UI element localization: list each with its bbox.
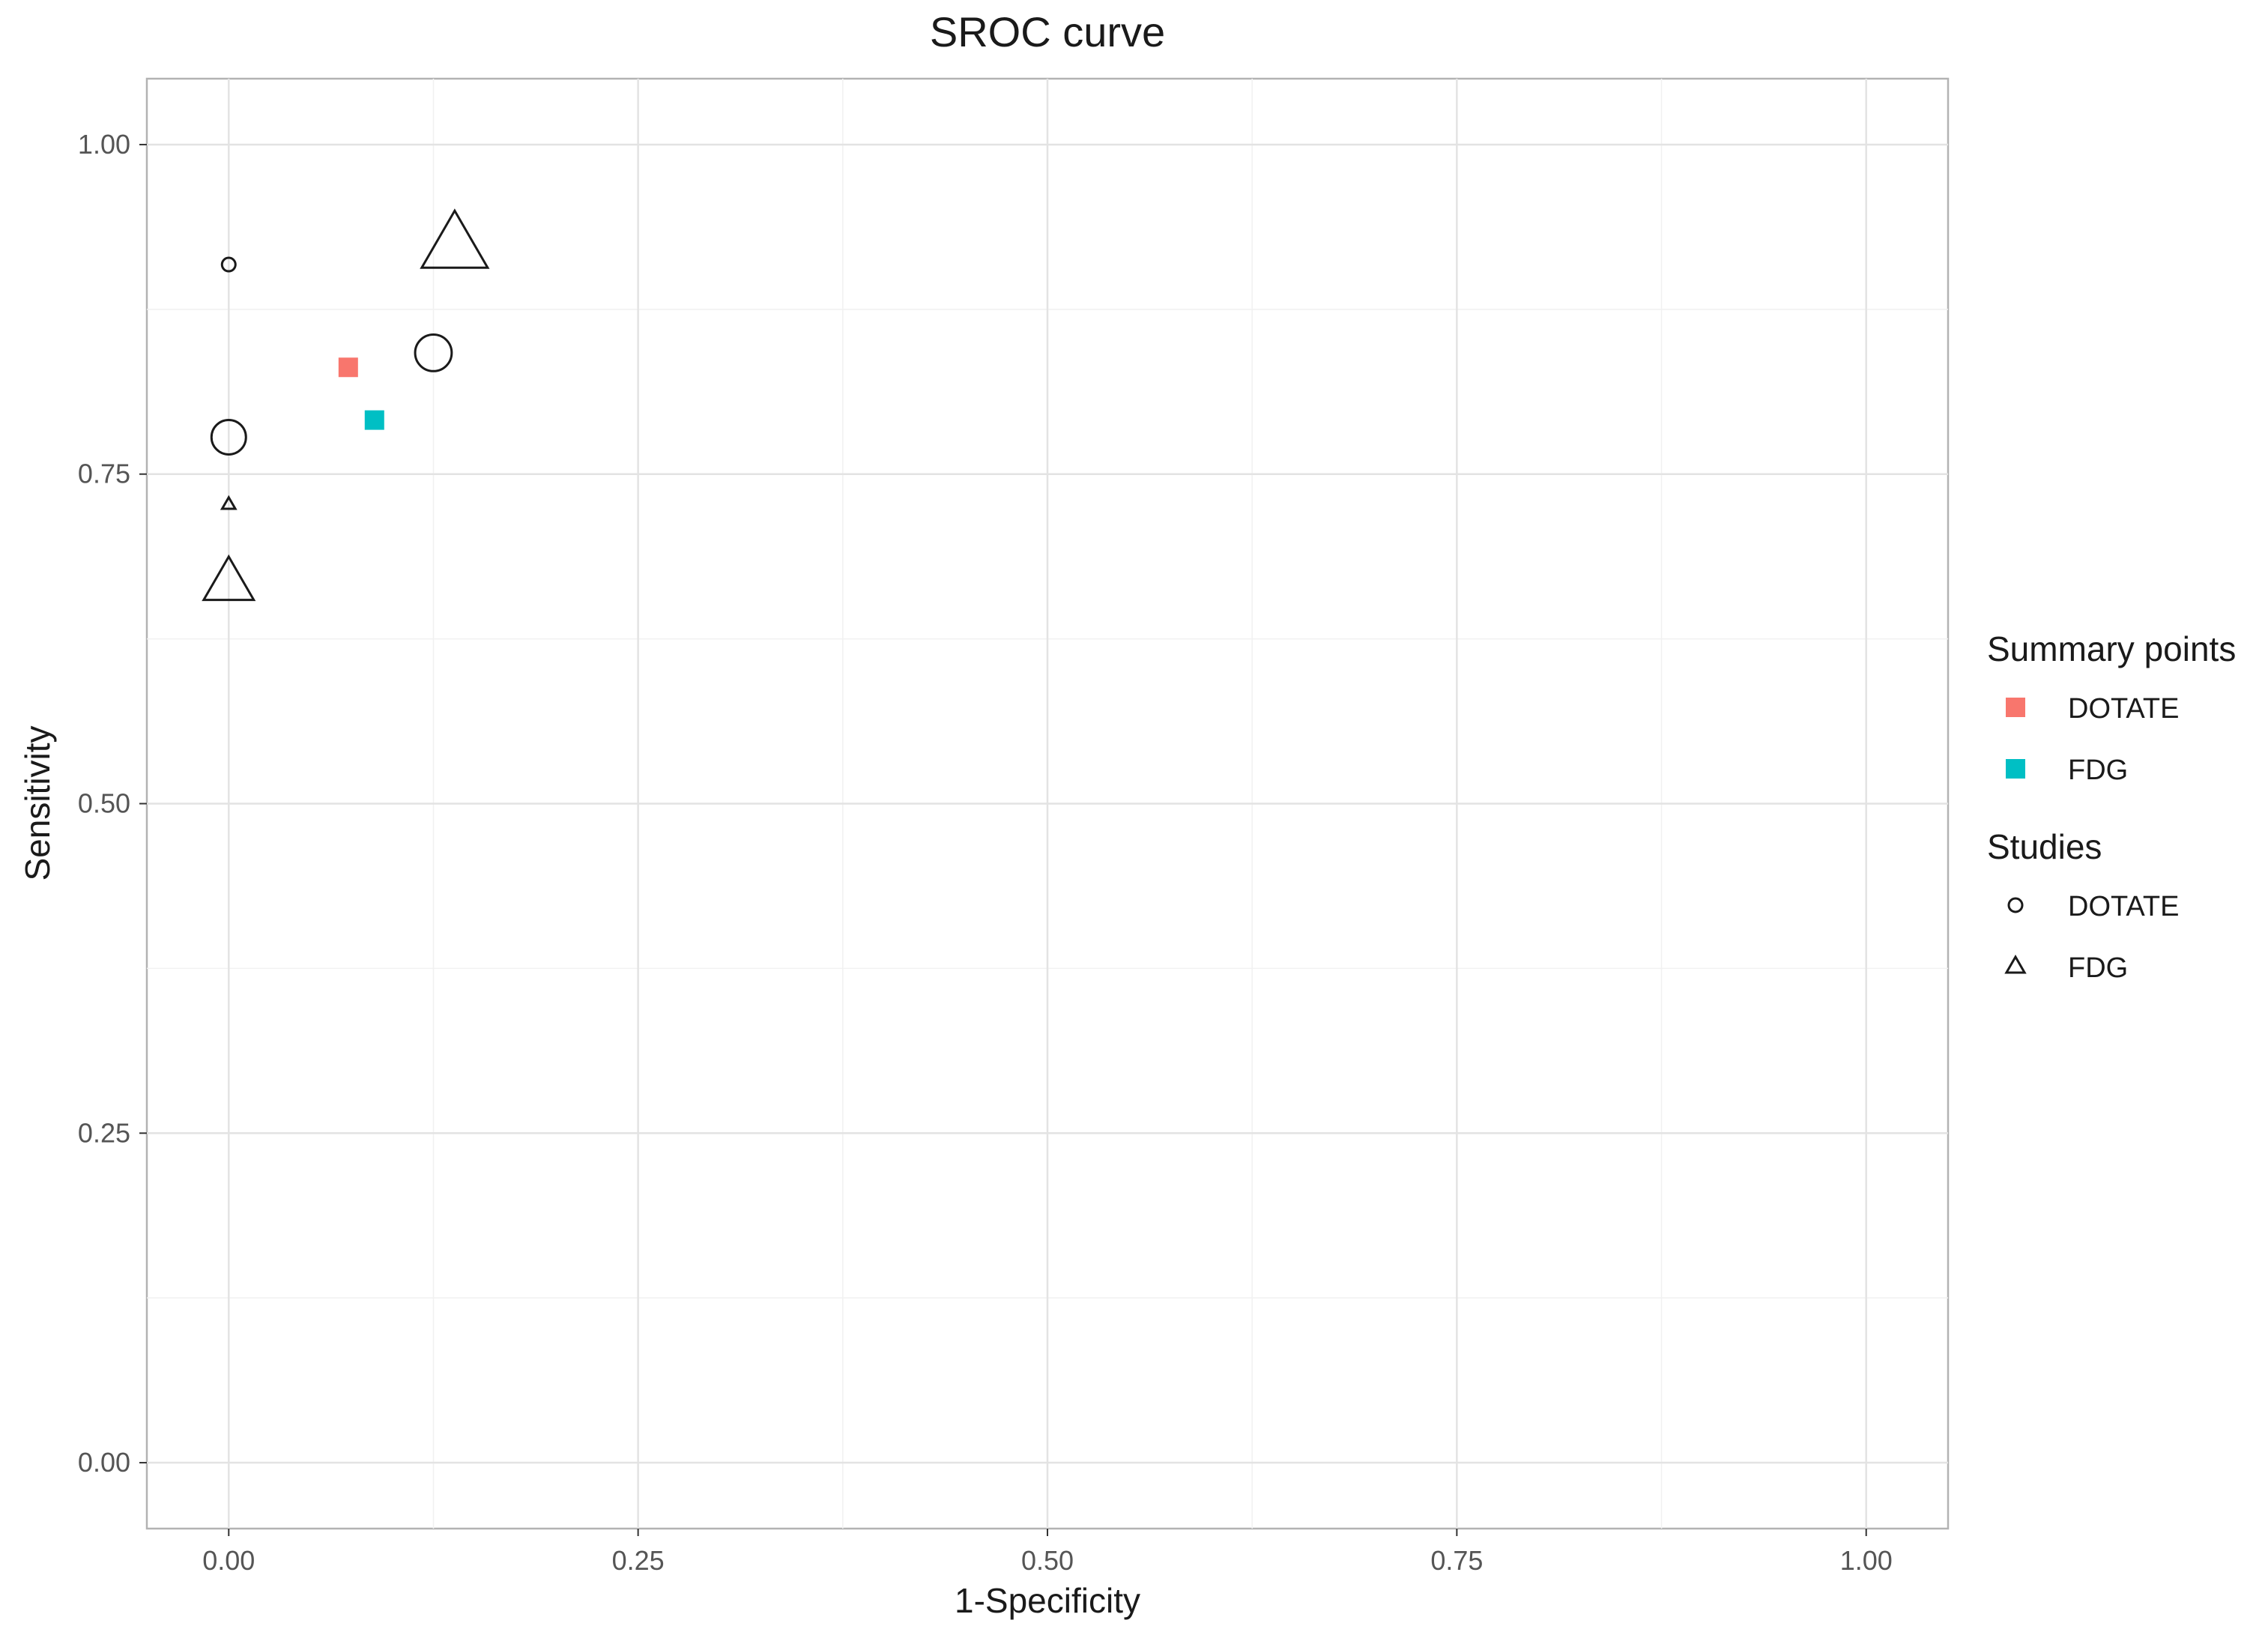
legend-studies-fdg-label: FDG <box>2068 952 2128 984</box>
grid-lines <box>147 79 1948 1529</box>
legend-key-summary-fdg <box>2006 759 2025 779</box>
legend-key-summary-dotate <box>2006 698 2025 717</box>
legend-summary-dotate-label: DOTATE <box>2068 693 2179 725</box>
data-points <box>202 208 490 602</box>
study-point-fdg <box>202 554 256 602</box>
legend: Summary points Studies DOTATE FDG DOTATE… <box>1987 629 2236 984</box>
study-point-fdg <box>420 208 490 269</box>
legend-title-summary: Summary points <box>1987 629 2236 668</box>
study-point-fdg <box>220 495 238 510</box>
study-point-dotate <box>220 256 237 273</box>
y-axis-label: Sensitivity <box>18 725 57 880</box>
x-tick-label: 0.25 <box>612 1545 665 1576</box>
legend-key-studies-fdg <box>2004 955 2027 974</box>
x-axis-label: 1-Specificity <box>955 1581 1140 1620</box>
axis-ticks: 0.00 0.25 0.50 0.75 1.00 0.00 0.25 0.50 0.75 1.00 <box>78 129 1893 1576</box>
x-tick-label: 1.00 <box>1840 1545 1893 1576</box>
study-point-dotate <box>414 333 453 372</box>
legend-title-studies: Studies <box>1987 827 2102 866</box>
summary-point-fdg <box>364 410 384 430</box>
chart-title: SROC curve <box>930 8 1165 55</box>
y-tick-label: 0.50 <box>78 788 130 819</box>
y-tick-label: 0.00 <box>78 1447 130 1478</box>
legend-studies-dotate-label: DOTATE <box>2068 891 2179 922</box>
x-tick-label: 0.00 <box>202 1545 255 1576</box>
summary-point-dotate <box>338 357 358 378</box>
legend-key-studies-dotate <box>2007 897 2024 913</box>
x-tick-label: 0.75 <box>1430 1545 1483 1576</box>
legend-summary-fdg-label: FDG <box>2068 755 2128 786</box>
x-tick-label: 0.50 <box>1021 1545 1074 1576</box>
y-tick-label: 0.25 <box>78 1117 130 1148</box>
y-tick-label: 1.00 <box>78 129 130 160</box>
y-tick-label: 0.75 <box>78 459 130 489</box>
study-point-dotate <box>210 418 247 456</box>
